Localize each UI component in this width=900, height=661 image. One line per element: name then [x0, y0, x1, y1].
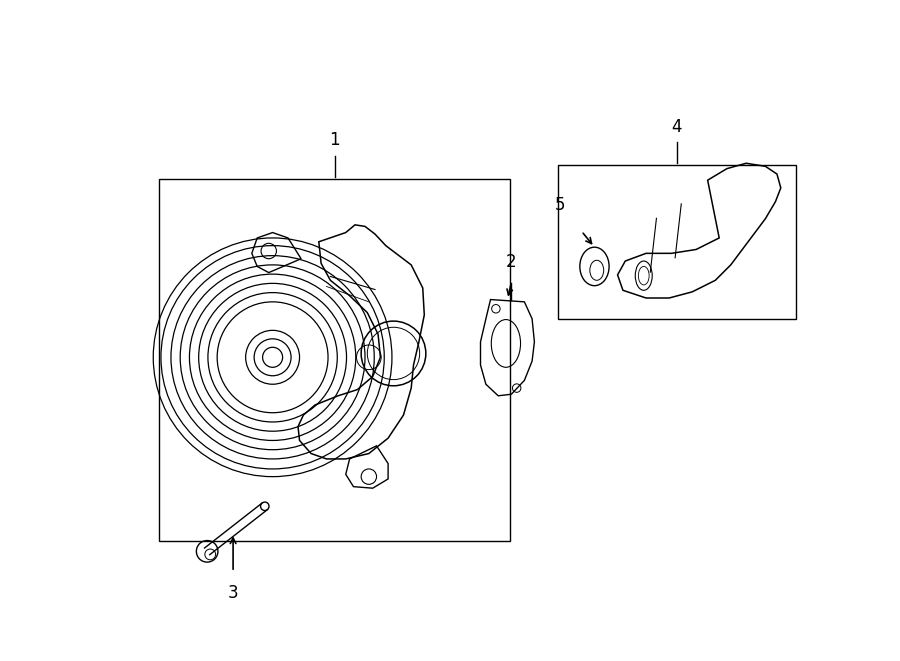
- Text: 4: 4: [671, 118, 682, 136]
- Text: 2: 2: [506, 253, 517, 271]
- Bar: [159, 178, 509, 541]
- Bar: [557, 165, 796, 319]
- Text: 1: 1: [329, 132, 340, 149]
- Text: 5: 5: [554, 196, 565, 214]
- Text: 3: 3: [228, 584, 238, 602]
